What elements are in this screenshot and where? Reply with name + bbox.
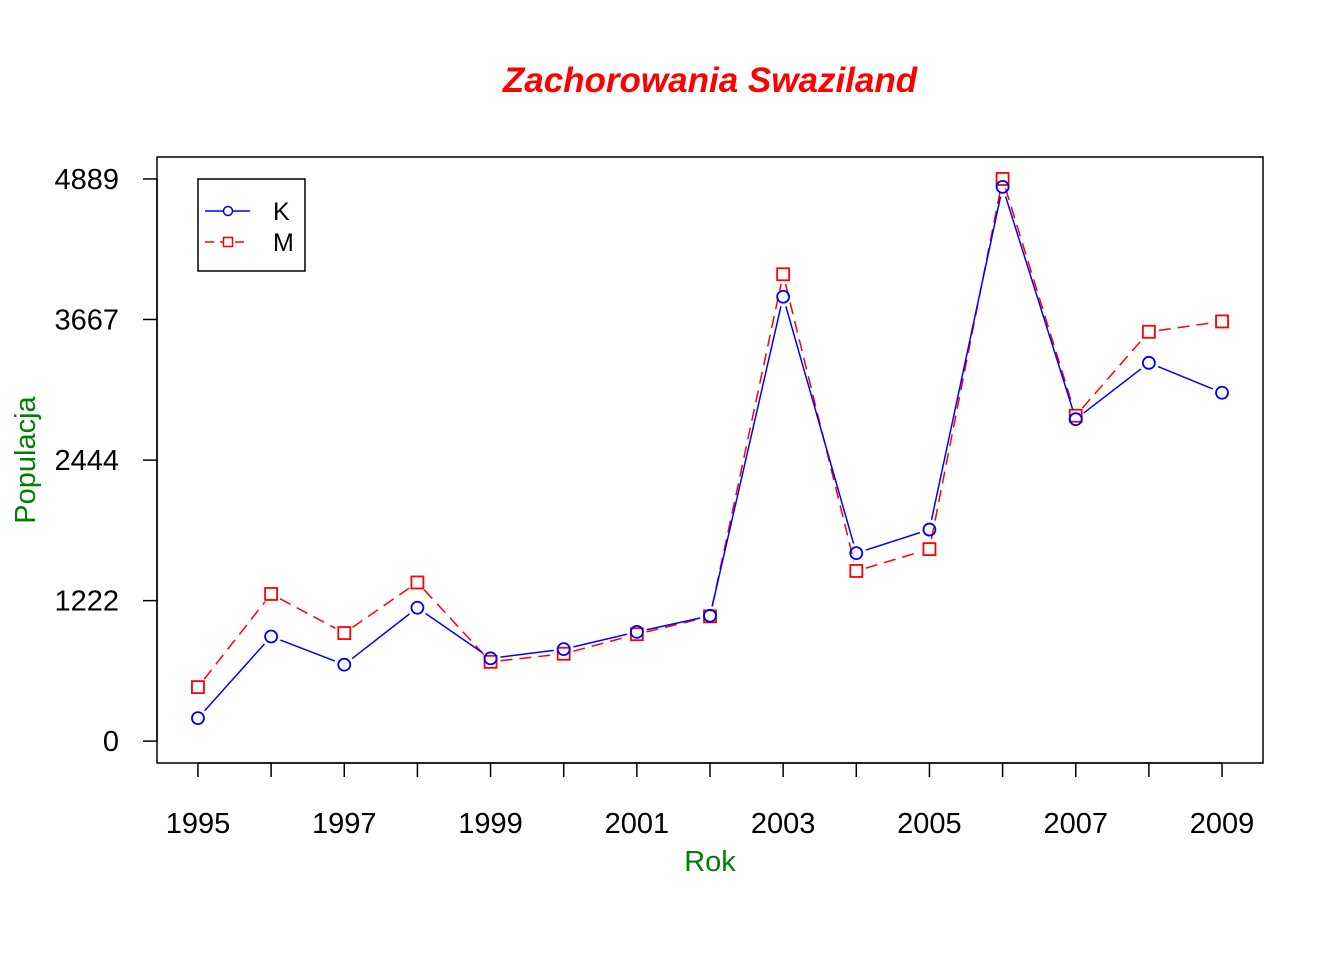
data-point [410, 600, 425, 615]
series-K-segment [1004, 196, 1074, 410]
data-point [995, 179, 1010, 194]
x-axis: 1995 1997 1999 2001 2003 2005 2007 2009 [166, 762, 1255, 840]
series-M-segment [1004, 188, 1074, 407]
data-point [1215, 314, 1229, 329]
data-point [629, 625, 644, 639]
series-K-segment [351, 613, 410, 660]
series-K-segment [573, 633, 628, 648]
series-M-segment [1081, 338, 1143, 409]
legend-label: K [273, 198, 290, 226]
data-point [191, 680, 205, 695]
series-M-segment [865, 551, 921, 569]
x-tick-label: 2001 [605, 808, 670, 840]
series-M-segment [203, 601, 266, 680]
legend-item-K: K [205, 198, 290, 226]
series-K-segment [646, 617, 701, 631]
series-K-segment [425, 612, 483, 654]
data-point [264, 629, 279, 644]
legend: KM [197, 178, 306, 272]
series-K-segment [1157, 365, 1214, 390]
x-tick-label: 2005 [897, 808, 962, 840]
x-tick-label: 1997 [312, 808, 377, 840]
series-M-segment [711, 283, 782, 607]
series-M-segment [500, 654, 554, 662]
data-point [191, 711, 205, 726]
data-point [337, 657, 352, 672]
series-K [191, 179, 1229, 726]
series-K-segment [865, 531, 921, 551]
data-point [556, 642, 571, 657]
series-M-segment [279, 598, 336, 630]
y-tick-label: 3667 [54, 304, 119, 336]
data-point [556, 646, 571, 661]
data-point [1215, 385, 1229, 400]
series-K-segment [280, 639, 336, 662]
series-M-segment [930, 188, 1002, 540]
series-K-segment [204, 643, 265, 712]
data-point [776, 267, 791, 282]
legend-item-M: M [205, 229, 294, 257]
data-point [922, 542, 937, 557]
data-point [410, 575, 425, 590]
y-axis-title: Populacja [10, 395, 42, 523]
y-tick-label: 4889 [54, 164, 119, 196]
chart-title: Zachorowania Swaziland [502, 61, 918, 100]
data-point [922, 522, 937, 537]
x-tick-label: 1999 [458, 808, 523, 840]
series-K-segment [711, 306, 782, 607]
x-tick-label: 2009 [1190, 808, 1255, 840]
series-K-segment [930, 196, 1002, 520]
y-axis: 0 1222 2444 3667 4889 [54, 164, 158, 758]
data-point [995, 172, 1010, 186]
series-K-segment [1083, 368, 1142, 414]
y-tick-label: 2444 [54, 445, 119, 477]
plot-area-frame [156, 156, 1264, 764]
series-M [191, 172, 1229, 695]
legend-label: M [273, 229, 294, 257]
series-K-segment [500, 649, 554, 658]
data-point [1141, 355, 1156, 370]
x-tick-label: 1995 [166, 808, 231, 840]
data-point [1068, 408, 1083, 423]
data-point [776, 289, 791, 304]
legend-marker [222, 205, 234, 217]
series-M-segment [423, 589, 485, 655]
series-K-segment [785, 306, 855, 544]
series-M-segment [352, 587, 410, 628]
series-M-segment [646, 618, 701, 633]
data-point [703, 608, 717, 623]
data-point [483, 651, 498, 666]
series-layer [191, 172, 1229, 726]
legend-box [197, 178, 306, 272]
series-M-segment [1158, 322, 1213, 332]
data-point [849, 564, 864, 578]
y-tick-label: 1222 [54, 586, 119, 618]
data-point [264, 587, 279, 601]
data-point [337, 626, 352, 640]
x-axis-title: Rok [684, 846, 736, 878]
x-tick-label: 2003 [751, 808, 816, 840]
data-point [849, 546, 864, 561]
legend-marker [222, 236, 234, 248]
data-point [1068, 412, 1083, 427]
x-tick-label: 2007 [1043, 808, 1108, 840]
series-M-segment [573, 636, 628, 652]
y-tick-label: 0 [103, 726, 119, 758]
data-point [483, 654, 498, 669]
data-point [1141, 324, 1156, 339]
